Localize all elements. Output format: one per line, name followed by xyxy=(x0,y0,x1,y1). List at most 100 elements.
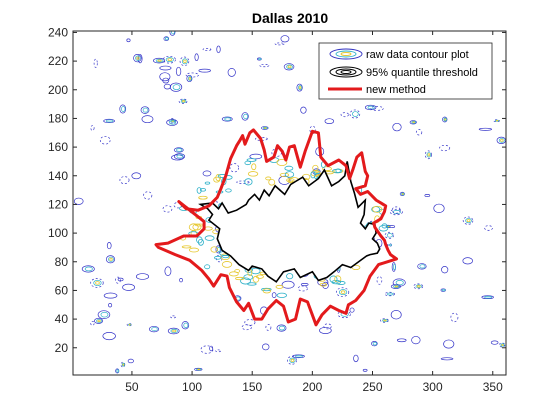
raw-contour xyxy=(262,288,272,294)
raw-contour xyxy=(209,345,214,352)
y-tick-label: 120 xyxy=(48,197,68,211)
raw-contour xyxy=(204,235,215,241)
raw-contour xyxy=(411,336,421,345)
raw-contour xyxy=(135,55,141,61)
raw-contour xyxy=(93,279,102,286)
raw-contour xyxy=(298,85,303,91)
raw-contour xyxy=(387,292,394,296)
raw-contour xyxy=(265,176,272,181)
raw-contour xyxy=(188,247,200,253)
raw-contour xyxy=(159,72,171,82)
raw-contour xyxy=(271,292,277,298)
raw-contour xyxy=(176,154,184,159)
raw-contour xyxy=(280,35,290,43)
raw-contour xyxy=(323,323,332,330)
x-tick-label: 50 xyxy=(125,380,139,394)
raw-contour xyxy=(165,37,169,41)
raw-contour xyxy=(181,58,188,65)
raw-contour xyxy=(131,172,142,180)
raw-contour xyxy=(165,57,174,63)
raw-contour xyxy=(194,53,199,62)
raw-contour xyxy=(204,264,211,270)
raw-contour xyxy=(296,83,303,92)
raw-contour xyxy=(122,363,125,366)
raw-contour xyxy=(440,357,454,361)
raw-contour xyxy=(103,292,118,299)
raw-contour xyxy=(501,343,504,346)
raw-contour xyxy=(183,59,187,63)
raw-contour xyxy=(250,267,261,275)
raw-contour xyxy=(153,57,166,64)
raw-contour xyxy=(493,119,500,123)
raw-contour xyxy=(224,117,232,121)
raw-contour xyxy=(378,225,389,232)
raw-contour xyxy=(246,158,257,162)
legend: raw data contour plot 95% quantile thres… xyxy=(318,42,493,100)
raw-contour xyxy=(169,82,183,92)
raw-contour xyxy=(390,284,401,289)
raw-contour xyxy=(362,368,368,372)
raw-contour xyxy=(386,233,393,238)
raw-contour xyxy=(103,118,115,123)
chart-title: Dallas 2010 xyxy=(252,10,328,26)
raw-contour xyxy=(216,45,221,54)
raw-contour xyxy=(424,150,432,160)
raw-contour xyxy=(300,282,309,287)
raw-contour xyxy=(261,126,269,130)
raw-contour xyxy=(412,121,416,124)
raw-contour xyxy=(179,56,190,66)
legend-label-raw: raw data contour plot xyxy=(366,49,469,61)
x-tick-label: 150 xyxy=(242,380,262,394)
y-tick-label: 20 xyxy=(55,341,69,355)
raw-contour xyxy=(183,322,189,328)
raw-contour xyxy=(166,119,178,126)
raw-contour xyxy=(143,191,153,200)
raw-contour xyxy=(202,170,212,177)
raw-contour xyxy=(119,176,130,185)
raw-contour xyxy=(255,274,264,279)
raw-contour xyxy=(411,120,417,124)
raw-contour xyxy=(353,354,359,363)
raw-contour xyxy=(105,119,114,123)
raw-contour xyxy=(278,325,286,331)
raw-contour xyxy=(426,152,432,158)
raw-contour xyxy=(419,264,426,269)
raw-contour xyxy=(389,208,403,216)
raw-contour xyxy=(393,284,400,289)
raw-contour xyxy=(349,109,361,119)
raw-contour xyxy=(94,317,104,324)
raw-contour xyxy=(396,338,407,343)
raw-contour xyxy=(394,285,399,288)
raw-contour xyxy=(162,205,173,213)
raw-contour xyxy=(106,242,112,250)
raw-contour xyxy=(167,327,180,335)
raw-contour xyxy=(376,276,383,285)
raw-contour xyxy=(415,284,422,289)
raw-contour xyxy=(99,135,111,145)
raw-contour xyxy=(390,310,402,320)
raw-contour xyxy=(157,59,162,62)
raw-contour xyxy=(372,205,383,213)
raw-contour xyxy=(215,245,222,254)
raw-contour xyxy=(215,349,221,353)
raw-contour xyxy=(84,266,93,272)
raw-contour xyxy=(465,218,472,224)
raw-contour xyxy=(286,64,293,70)
raw-contour xyxy=(188,223,199,231)
raw-contour xyxy=(259,63,270,68)
raw-contour xyxy=(409,120,417,125)
y-tick-label: 60 xyxy=(55,283,69,297)
raw-contour xyxy=(276,158,288,166)
raw-contour xyxy=(336,280,346,285)
raw-contour xyxy=(115,276,121,284)
legend-label-threshold: 95% quantile threshold xyxy=(366,67,478,79)
raw-contour xyxy=(229,271,239,277)
raw-contour xyxy=(180,99,187,103)
raw-contour xyxy=(283,63,295,71)
raw-contour xyxy=(159,65,172,71)
raw-contour xyxy=(265,324,272,331)
raw-contour xyxy=(186,74,193,83)
raw-contour xyxy=(136,56,140,60)
raw-contour xyxy=(172,329,177,333)
